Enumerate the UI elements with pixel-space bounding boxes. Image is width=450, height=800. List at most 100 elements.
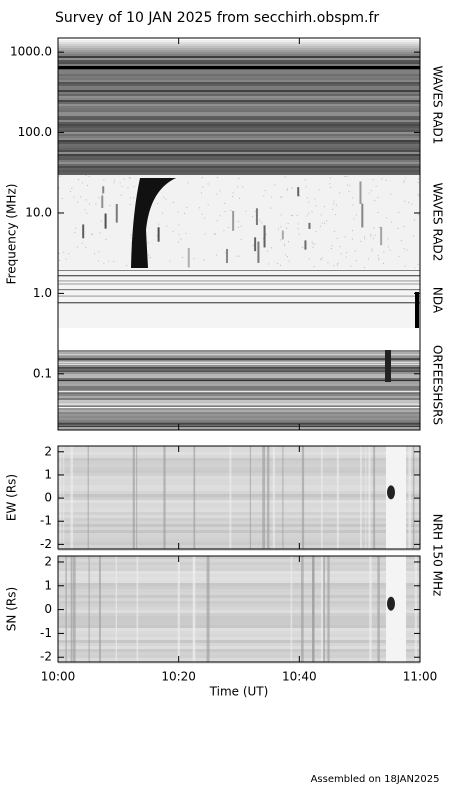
speckle <box>131 237 133 239</box>
stripe <box>229 446 232 549</box>
pixel-row <box>58 56 420 58</box>
speckle <box>204 233 206 235</box>
pixel-row <box>58 172 420 174</box>
y-tick-label: 0 <box>44 602 52 616</box>
speckle <box>403 181 405 183</box>
pixel-row <box>58 366 420 368</box>
speckle <box>329 183 331 185</box>
speckle <box>128 177 130 179</box>
pixel-row <box>58 362 420 364</box>
instrument-label: NRH 150 MHz <box>431 514 445 597</box>
line <box>58 280 420 282</box>
line <box>58 423 420 425</box>
pixel-row <box>58 116 420 118</box>
speckle <box>379 226 381 228</box>
x-axis-label: Time (UT) <box>209 685 269 699</box>
pixel-row <box>58 640 420 643</box>
line <box>58 275 420 277</box>
speckle <box>271 196 273 198</box>
pixel-row <box>58 140 420 142</box>
pixel-row <box>58 114 420 116</box>
streak <box>104 213 107 229</box>
stripe <box>412 446 415 549</box>
pixel-row <box>58 50 420 52</box>
y-tick-label: -2 <box>40 650 52 664</box>
speckle <box>370 235 372 237</box>
speckle <box>311 241 313 243</box>
speckle <box>383 262 385 264</box>
stripe <box>98 556 101 662</box>
speckle <box>383 251 385 253</box>
speckle <box>346 176 348 178</box>
speckle <box>252 244 254 246</box>
pixel-row <box>58 402 420 404</box>
speckle <box>70 191 72 193</box>
pixel-row <box>58 418 420 420</box>
speckle <box>323 222 325 224</box>
pixel-row <box>58 571 420 574</box>
speckle <box>374 234 376 236</box>
streak <box>281 230 284 240</box>
speckle <box>98 251 100 253</box>
stripe <box>70 446 74 549</box>
pixel-row <box>58 148 420 150</box>
speckle <box>245 210 247 212</box>
pixel-row <box>58 352 420 354</box>
pixel-row <box>58 76 420 78</box>
pixel-row <box>58 610 420 613</box>
pixel-row <box>58 473 420 476</box>
pixel-row <box>58 545 420 548</box>
stripe <box>336 446 339 549</box>
speckle <box>281 196 283 198</box>
speckle <box>58 252 60 254</box>
pixel-row <box>58 607 420 610</box>
speckle <box>183 212 185 214</box>
pixel-row <box>58 108 420 110</box>
stripe <box>65 556 67 662</box>
speckle <box>178 233 180 235</box>
pixel-row <box>58 455 420 458</box>
pixel-row <box>58 40 420 42</box>
speckle <box>306 215 308 217</box>
pixel-row <box>58 580 420 583</box>
speckle <box>95 203 97 205</box>
speckle <box>280 214 282 216</box>
speckle <box>403 180 405 182</box>
speckle <box>284 176 286 178</box>
pixel-row <box>58 382 420 384</box>
pixel-row <box>58 86 420 88</box>
streak <box>257 241 260 263</box>
speckle <box>287 223 289 225</box>
speckle <box>94 253 96 255</box>
speckle <box>230 209 232 211</box>
pixel-row <box>58 616 420 619</box>
pixel-row <box>58 374 420 376</box>
speckle <box>103 263 105 265</box>
speckle <box>58 187 60 189</box>
speckle <box>333 230 335 232</box>
speckle <box>299 195 301 197</box>
pixel-row <box>58 160 420 162</box>
speckle <box>397 227 399 229</box>
speckle <box>364 236 366 238</box>
y-tick-label: 2 <box>44 444 52 458</box>
pixel-row <box>58 162 420 164</box>
speckle <box>355 214 357 216</box>
speckle <box>73 196 75 198</box>
speckle <box>214 232 216 234</box>
speckle <box>101 193 103 195</box>
bright-column <box>386 556 406 662</box>
speckle <box>193 258 195 260</box>
speckle <box>201 177 203 179</box>
speckle <box>304 179 306 181</box>
speckle <box>298 233 300 235</box>
speckle <box>207 183 209 185</box>
speckle <box>85 246 87 248</box>
speckle <box>86 212 88 214</box>
speckle <box>177 211 179 213</box>
pixel-row <box>58 118 420 120</box>
line <box>58 354 420 356</box>
pixel-row <box>58 100 420 102</box>
pixel-row <box>58 122 420 124</box>
chart-title: Survey of 10 JAN 2025 from secchirh.obsp… <box>55 10 379 26</box>
